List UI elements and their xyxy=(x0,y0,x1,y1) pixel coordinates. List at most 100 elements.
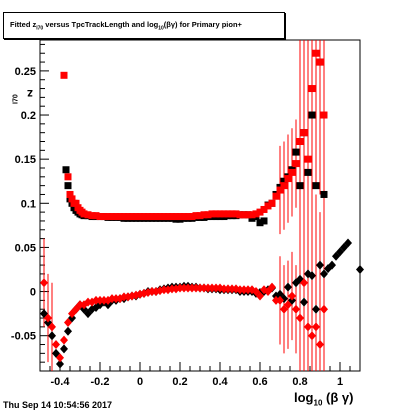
square-marker xyxy=(68,195,76,203)
square-marker xyxy=(256,219,264,227)
square-marker xyxy=(104,213,112,221)
square-marker xyxy=(296,182,304,190)
square-marker xyxy=(248,211,256,219)
x-tick-label: 0 xyxy=(137,376,143,388)
square-marker xyxy=(112,213,120,221)
square-marker xyxy=(164,213,172,221)
diamond-marker xyxy=(284,300,292,310)
diamond-marker xyxy=(300,297,308,307)
square-marker xyxy=(264,202,272,210)
square-marker xyxy=(144,213,152,221)
timestamp-footer: Thu Sep 14 10:54:56 2017 xyxy=(3,400,113,410)
square-marker xyxy=(316,58,324,66)
square-marker xyxy=(108,213,116,221)
square-marker xyxy=(320,111,328,119)
y-tick-label: 0.2 xyxy=(21,110,36,122)
square-marker xyxy=(320,190,328,198)
square-marker xyxy=(92,212,100,220)
square-marker xyxy=(124,213,132,221)
square-marker xyxy=(296,138,304,146)
square-marker xyxy=(228,210,236,218)
square-marker xyxy=(160,213,168,221)
x-tick-label: -0.4 xyxy=(51,376,71,388)
square-marker xyxy=(236,211,244,219)
square-marker xyxy=(312,182,320,190)
diamond-marker xyxy=(52,340,60,350)
y-tick-label: 0.05 xyxy=(15,242,36,254)
x-tick-label: 0.8 xyxy=(292,376,307,388)
diamond-marker xyxy=(308,331,316,341)
square-marker xyxy=(66,190,74,198)
square-marker xyxy=(304,155,312,163)
square-marker xyxy=(256,208,264,216)
diamond-marker xyxy=(276,295,284,305)
square-marker xyxy=(136,213,144,221)
square-marker xyxy=(260,217,268,225)
square-marker xyxy=(272,192,280,200)
square-marker xyxy=(244,211,252,219)
square-marker xyxy=(140,213,148,221)
square-marker xyxy=(96,213,104,221)
x-tick-label: 1 xyxy=(337,376,343,388)
diamond-marker xyxy=(256,291,264,301)
square-marker xyxy=(64,182,72,190)
x-axis-label-sub: 10 xyxy=(313,398,323,408)
square-marker xyxy=(212,210,220,218)
square-marker xyxy=(276,186,284,194)
diamond-marker xyxy=(48,331,56,341)
diamond-marker xyxy=(288,291,296,301)
diamond-marker xyxy=(44,313,52,323)
diamond-marker xyxy=(320,269,328,279)
diamond-marker xyxy=(316,260,324,270)
square-marker xyxy=(232,210,240,218)
diamond-marker xyxy=(312,322,320,332)
square-marker xyxy=(200,211,208,219)
square-marker xyxy=(62,166,70,174)
square-marker xyxy=(120,213,128,221)
x-tick-label: 0.4 xyxy=(212,376,228,388)
square-marker xyxy=(204,211,212,219)
diamond-marker xyxy=(296,313,304,323)
diamond-marker xyxy=(328,260,336,270)
x-tick-label: 0.2 xyxy=(172,376,187,388)
diamond-marker xyxy=(64,317,72,327)
title-prefix: Fitted z xyxy=(10,20,37,29)
title-log-sub: 10 xyxy=(158,25,164,32)
y-tick-label: 0 xyxy=(30,287,36,299)
square-marker xyxy=(184,213,192,221)
square-marker xyxy=(88,212,96,220)
square-marker xyxy=(196,212,204,220)
square-marker xyxy=(156,213,164,221)
square-marker xyxy=(260,205,268,213)
square-marker xyxy=(224,210,232,218)
square-marker xyxy=(280,182,288,190)
square-marker xyxy=(208,210,216,218)
square-marker xyxy=(288,168,296,176)
diamond-marker xyxy=(64,326,72,336)
y-axis-label-sub: I70 xyxy=(12,94,20,104)
y-tick-label: 0.1 xyxy=(21,198,36,210)
square-marker xyxy=(188,213,196,221)
diamond-marker xyxy=(284,282,292,292)
diamond-marker xyxy=(308,271,316,281)
diamond-marker xyxy=(312,304,320,314)
square-marker xyxy=(80,210,88,218)
x-axis-label-main: log xyxy=(294,390,314,405)
square-marker xyxy=(268,199,276,207)
y-tick-label: -0.05 xyxy=(11,331,36,343)
square-marker xyxy=(172,213,180,221)
diamond-marker xyxy=(56,353,64,363)
square-marker xyxy=(168,213,176,221)
square-marker xyxy=(132,213,140,221)
square-marker xyxy=(72,199,80,207)
diamond-marker xyxy=(60,335,68,345)
square-marker xyxy=(116,213,124,221)
square-marker xyxy=(248,214,256,222)
title-middle: versus TpcTrackLength and log xyxy=(43,20,159,29)
square-marker xyxy=(308,111,316,119)
square-marker xyxy=(220,210,228,218)
title-suffix: (βγ) for Primary pion+ xyxy=(163,20,242,29)
square-marker xyxy=(300,129,308,137)
square-marker xyxy=(252,210,260,218)
square-marker xyxy=(100,213,108,221)
